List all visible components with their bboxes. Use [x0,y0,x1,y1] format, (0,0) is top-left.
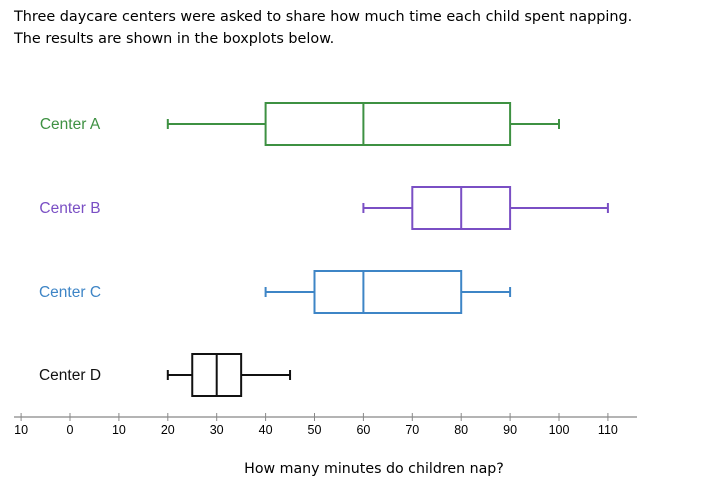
x-tick-label: 50 [308,423,322,437]
center-a-boxplot: Center A [40,102,560,146]
boxplot-series-group: Center A Center B Center C Center D [39,102,609,397]
x-tick-label: 90 [503,423,517,437]
center-b-boxplot: Center B [39,186,609,230]
x-axis-label: How many minutes do children nap? [244,461,504,477]
x-tick-label: 80 [454,423,468,437]
problem-line-1: Three daycare centers were asked to shar… [14,9,633,25]
x-tick-label: 60 [356,423,370,437]
x-tick-label: 40 [259,423,273,437]
x-tick-label: 70 [405,423,419,437]
center-a-label: Center A [40,116,101,133]
x-tick-label: 20 [161,423,175,437]
problem-line-2: The results are shown in the boxplots be… [14,31,335,47]
problem-statement: Three daycare centers were asked to shar… [14,6,714,50]
center-d-label: Center D [39,367,101,384]
center-c-boxplot: Center C [39,270,512,314]
x-tick-label: 10 [14,423,28,437]
x-tick-label: 0 [67,423,74,437]
x-tick-label: 100 [549,423,570,437]
x-tick-label: 10 [112,423,126,437]
center-c-label: Center C [39,284,101,301]
x-tick-label: 110 [598,423,618,437]
x-tick-label: 30 [210,423,224,437]
center-d-boxplot: Center D [39,353,292,397]
center-c-box [313,270,463,314]
center-a-box [264,102,512,146]
x-axis: 10 0 10 20 30 40 50 60 70 80 90 100 110 [14,413,637,437]
center-b-label: Center B [39,200,100,217]
